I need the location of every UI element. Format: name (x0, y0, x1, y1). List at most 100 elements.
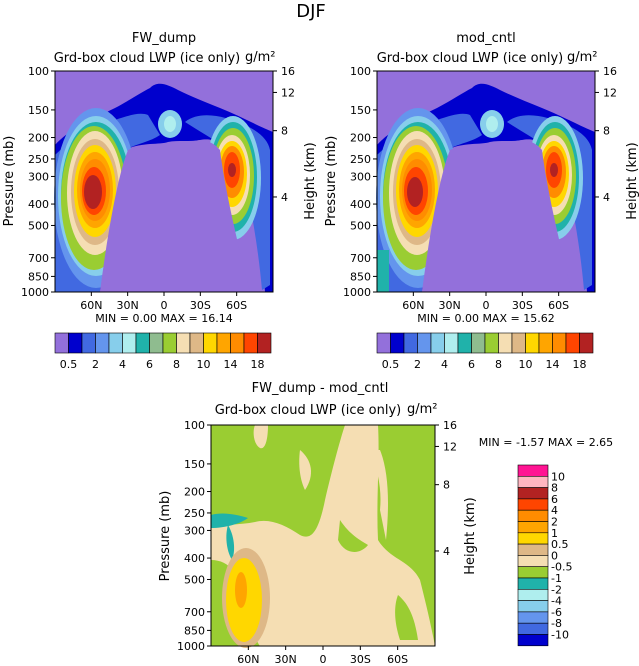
lat-tick-label: 60N (237, 653, 259, 666)
colorbar-label: 0 (551, 549, 558, 562)
colorbar-label: 10 (519, 358, 533, 371)
y2-axis-label: Height (km) (463, 497, 478, 574)
panel-subtitle: Grd-box cloud LWP (ice only) (54, 51, 241, 66)
contour-level (377, 250, 389, 292)
colorbar-box (376, 332, 391, 354)
panel-subtitle: Grd-box cloud LWP (ice only) (377, 51, 564, 66)
lat-ticks: 60N 30N 0 30S 60S (80, 292, 247, 312)
colorbar-label: -2 (551, 583, 562, 596)
stats-text: MIN = 0.00 MAX = 16.14 (95, 312, 232, 325)
colorbar-box (444, 332, 459, 354)
colorbar-label: -4 (551, 595, 562, 608)
colorbar-box (517, 509, 549, 522)
pressure-tick-label: 850 (184, 624, 205, 637)
colorbar-label: 6 (551, 493, 558, 506)
height-ticks: 16 12 8 4 (273, 65, 295, 204)
colorbar-box (579, 332, 594, 354)
lat-tick-label: 60S (226, 299, 247, 312)
pressure-tick-label: 150 (350, 104, 371, 117)
pressure-tick-label: 250 (350, 153, 371, 166)
colorbar-label: 2 (92, 358, 99, 371)
colorbar-label: 4 (551, 504, 558, 517)
contour-level (422, 140, 572, 292)
plot-area (376, 70, 596, 293)
colorbar-box (517, 577, 549, 590)
pressure-tick-label: 200 (28, 132, 49, 145)
colorbar-label: -0.5 (551, 561, 572, 574)
pressure-tick-label: 700 (350, 252, 371, 265)
contour-level (211, 513, 248, 528)
colorbar-box (517, 622, 549, 635)
colorbar-box (517, 611, 549, 624)
height-ticks: 16 12 8 4 (435, 419, 457, 558)
y-axis-label: Pressure (mb) (2, 136, 17, 227)
colorbar-box (517, 487, 549, 500)
lat-tick-label: 30S (512, 299, 533, 312)
height-tick-label: 4 (603, 191, 610, 204)
lat-tick-label: 0 (483, 299, 490, 312)
lat-ticks: 60N 30N 0 30S 60S (237, 646, 408, 666)
colorbar-box (189, 332, 204, 354)
colorbar-label: 4 (441, 358, 448, 371)
colorbar-label: 1 (551, 527, 558, 540)
colorbar-label: 18 (251, 358, 265, 371)
lat-tick-label: 0 (161, 299, 168, 312)
panel-subtitle: Grd-box cloud LWP (ice only) (215, 403, 402, 418)
pressure-tick-label: 300 (28, 170, 49, 183)
colorbar-label: 0.5 (551, 538, 569, 551)
colorbar-box (552, 332, 567, 354)
colorbar-box (525, 332, 540, 354)
colorbar-label: 14 (224, 358, 238, 371)
colorbar-box (95, 332, 110, 354)
units-label: g/m² (407, 402, 438, 417)
colorbar-box (517, 543, 549, 556)
stats-text: MIN = 0.00 MAX = 15.62 (417, 312, 554, 325)
height-tick-label: 12 (603, 86, 617, 99)
plot-area (54, 70, 274, 293)
units-label: g/m² (245, 50, 276, 65)
colorbar: 0.5 2 4 6 8 10 14 18 (54, 332, 272, 371)
colorbar-box (390, 332, 405, 354)
page-title: DJF (296, 1, 326, 22)
colorbar-box (517, 521, 549, 534)
pressure-ticks: 100 150 200 250 300 400 500 700 850 1000 (177, 419, 211, 653)
contour-level (228, 163, 236, 177)
panel-mod-cntl: mod_cntl Grd-box cloud LWP (ice only) g/… (324, 31, 639, 371)
panel-title: mod_cntl (456, 31, 515, 46)
colorbar-box (149, 332, 164, 354)
lat-tick-label: 30S (190, 299, 211, 312)
colorbar-box (517, 634, 549, 647)
colorbar-box (68, 332, 83, 354)
pressure-tick-label: 1000 (177, 640, 205, 653)
colorbar-box (511, 332, 526, 354)
colorbar-box (108, 332, 123, 354)
contour-level (235, 572, 247, 608)
colorbar-box (457, 332, 472, 354)
colorbar-label: 14 (546, 358, 560, 371)
colorbar-box (135, 332, 150, 354)
lat-ticks: 60N 30N 0 30S 60S (402, 292, 569, 312)
lat-tick-label: 30N (275, 653, 297, 666)
colorbar-box (517, 555, 549, 568)
colorbar-box (162, 332, 177, 354)
height-tick-label: 8 (443, 479, 450, 492)
height-tick-label: 4 (281, 191, 288, 204)
panel-title: FW_dump (132, 31, 196, 46)
pressure-tick-label: 500 (184, 573, 205, 586)
colorbar-label: 0.5 (60, 358, 78, 371)
lat-tick-label: 60S (387, 653, 408, 666)
height-tick-label: 12 (443, 440, 457, 453)
lat-tick-label: 30S (350, 653, 371, 666)
pressure-tick-label: 700 (28, 252, 49, 265)
lat-tick-label: 30N (439, 299, 461, 312)
colorbar: 0.5 2 4 6 8 10 14 18 (376, 332, 594, 371)
colorbar-label: 10 (197, 358, 211, 371)
colorbar-label: 18 (573, 358, 587, 371)
contour-level (253, 425, 268, 449)
colorbar-box (517, 532, 549, 545)
colorbar-box (176, 332, 191, 354)
pressure-tick-label: 200 (184, 486, 205, 499)
pressure-tick-label: 1000 (343, 286, 371, 299)
contour-level (370, 450, 388, 540)
